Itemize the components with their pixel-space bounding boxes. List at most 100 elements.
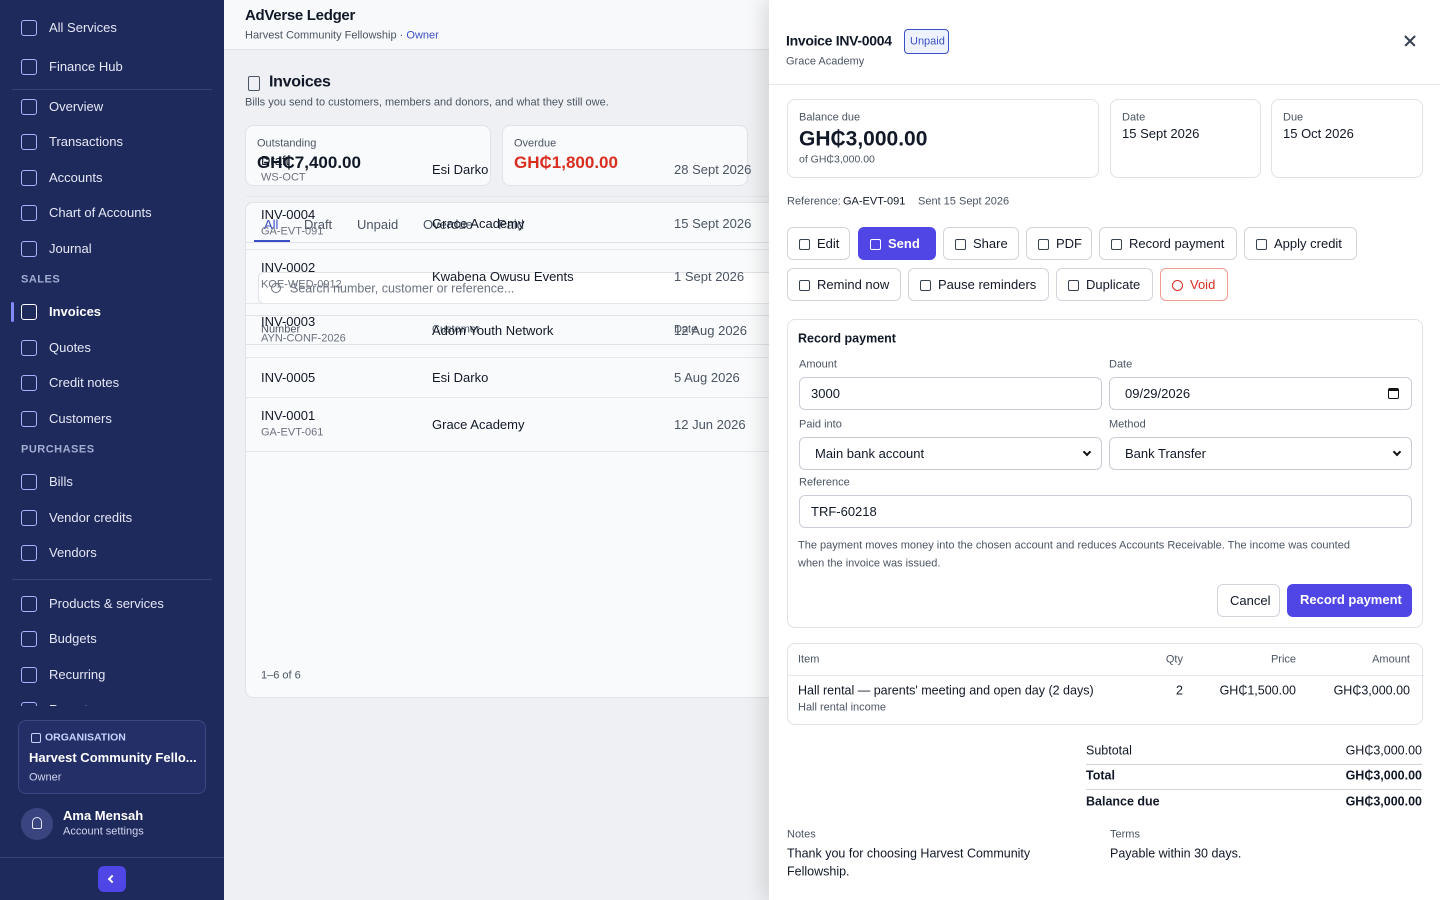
submit-button[interactable]: Record payment [1287, 584, 1412, 617]
org-label: ORGANISATION [45, 731, 126, 744]
total-label: Balance due [1086, 794, 1160, 809]
date: 28 Sept 2026 [674, 162, 752, 178]
balance-label: Balance due [799, 111, 861, 124]
nav-icon [21, 474, 37, 490]
tab[interactable]: Draft [304, 217, 333, 233]
table-row[interactable]: INV-0002 KOE-WED-0912 Kwabena Owusu Events… [246, 250, 806, 304]
nav-item[interactable]: Chart of Accounts [49, 205, 152, 221]
column-header: Number [261, 323, 301, 336]
form-note: The payment moves money into the chosen … [798, 539, 1350, 552]
button-label: Remind now [817, 277, 890, 293]
customer: Grace Academy [432, 417, 525, 433]
column-header: Date [674, 323, 698, 336]
nav-item[interactable]: Invoices [49, 304, 102, 320]
nav-item[interactable]: Budgets [49, 631, 97, 647]
page-icon [248, 76, 260, 91]
button-icon [1038, 239, 1049, 250]
nav-item[interactable]: Journal [49, 241, 92, 257]
action-button[interactable]: Duplicate [1056, 268, 1153, 301]
nav-item[interactable]: Customers [49, 411, 112, 427]
page-subtitle: Bills you send to customers, members and… [245, 96, 609, 109]
select-chevron [1392, 447, 1402, 457]
nav-icon [21, 59, 37, 75]
button-label: Void [1190, 277, 1216, 293]
cancel-button[interactable]: Cancel [1217, 584, 1280, 617]
tab[interactable]: Overdue [423, 217, 473, 233]
date-label: Due [1283, 111, 1304, 124]
action-button[interactable]: Remind now [787, 268, 901, 301]
table-row[interactable]: INV-0001 GA-EVT-061 Grace Academy 12 Jun 20… [246, 398, 806, 452]
search-input[interactable]: Search number, customer or reference... [258, 272, 806, 304]
action-button[interactable]: PDF [1026, 227, 1092, 260]
button-label: Cancel [1230, 593, 1271, 609]
tab[interactable]: All [264, 217, 279, 233]
nav-item[interactable]: Credit notes [49, 375, 120, 391]
action-button[interactable]: Record payment [1099, 227, 1237, 260]
input-field[interactable]: Bank Transfer [1109, 437, 1412, 470]
nav-item[interactable]: Quotes [49, 340, 91, 356]
nav-item[interactable]: Accounts [49, 170, 103, 186]
chevron [107, 874, 117, 884]
table-row[interactable]: INV-0004 GA-EVT-091 Grace Academy 15 Sept 2… [246, 197, 806, 250]
invoice-number: INV-0003 [261, 314, 316, 330]
tab[interactable]: Unpaid [357, 217, 399, 233]
nav-item[interactable]: Overview [49, 99, 104, 115]
close-button[interactable] [1402, 33, 1418, 49]
action-button[interactable]: Edit [787, 227, 850, 260]
nav-item[interactable]: Vendor credits [49, 510, 133, 526]
pagination: 1–6 of 6 [261, 669, 301, 682]
org-name: Harvest Community Fello... [29, 750, 197, 766]
input-field[interactable]: Main bank account [799, 437, 1102, 470]
invoice-number: Draft [261, 153, 290, 169]
collapse-button[interactable] [98, 866, 126, 892]
action-button[interactable]: Send [858, 227, 936, 260]
sent-date: Sent 15 Sept 2026 [918, 195, 1010, 208]
invoice-number: INV-0002 [261, 260, 316, 276]
reference-label: Reference: [787, 195, 841, 208]
nav-icon [21, 99, 37, 115]
button-icon [1172, 280, 1183, 291]
org-icon [31, 733, 41, 743]
nav-item[interactable]: Bills [49, 474, 73, 490]
nav-item[interactable]: Finance Hub [49, 59, 123, 75]
input-field[interactable]: TRF-60218 [799, 495, 1412, 528]
action-button[interactable]: Void [1160, 268, 1228, 301]
nav-icon [21, 170, 37, 186]
user-link[interactable]: Account settings [63, 825, 144, 838]
input-field[interactable]: 3000 [799, 377, 1102, 410]
column-header: Amount [1372, 653, 1410, 666]
tab[interactable]: Paid [498, 217, 525, 233]
field-value: 09/29/2026 [1125, 386, 1191, 402]
nav-item[interactable]: Recurring [49, 667, 106, 683]
balance-of: of GH₵3,000.00 [799, 153, 875, 166]
nav-item[interactable]: Products & services [49, 596, 164, 612]
nav-icon [21, 375, 37, 391]
table-row[interactable]: Draft WS-OCT Esi Darko 28 Sept 2026 [246, 143, 806, 197]
status-text: Unpaid [910, 35, 945, 48]
nav-icon [21, 667, 37, 683]
organisation-card[interactable]: ORGANISATION Harvest Community Fello... Ow… [18, 720, 206, 794]
section-heading: PURCHASES [21, 443, 95, 456]
item-amount: GH₵3,000.00 [1333, 683, 1410, 698]
invoice-number: INV-0004 [261, 206, 316, 222]
nav-item[interactable]: Transactions [49, 134, 123, 150]
button-icon [1068, 280, 1079, 291]
field-label: Paid into [799, 418, 842, 431]
nav-item[interactable]: Reports [49, 702, 95, 706]
action-button[interactable]: Pause reminders [908, 268, 1049, 301]
table-row[interactable]: INV-0005 Esi Darko 5 Aug 2026 [246, 358, 806, 398]
total-label: Total [1086, 768, 1115, 783]
user-name: Ama Mensah [63, 808, 144, 824]
field-value: Main bank account [815, 446, 925, 462]
table-row[interactable]: INV-0003 AYN-CONF-2026 Adom Youth Network 1… [246, 304, 806, 358]
nav-item[interactable]: Vendors [49, 545, 97, 561]
date: 1 Sept 2026 [674, 269, 745, 285]
date: 12 Jun 2026 [674, 417, 746, 433]
button-label: Record payment [1300, 592, 1402, 608]
invoice-reference: KOE-WED-0912 [261, 278, 342, 291]
action-button[interactable]: Apply credit [1244, 227, 1357, 260]
divider [246, 344, 806, 345]
input-field[interactable]: 09/29/2026 [1109, 377, 1412, 410]
nav-item[interactable]: All Services [49, 20, 117, 36]
action-button[interactable]: Share [943, 227, 1019, 260]
